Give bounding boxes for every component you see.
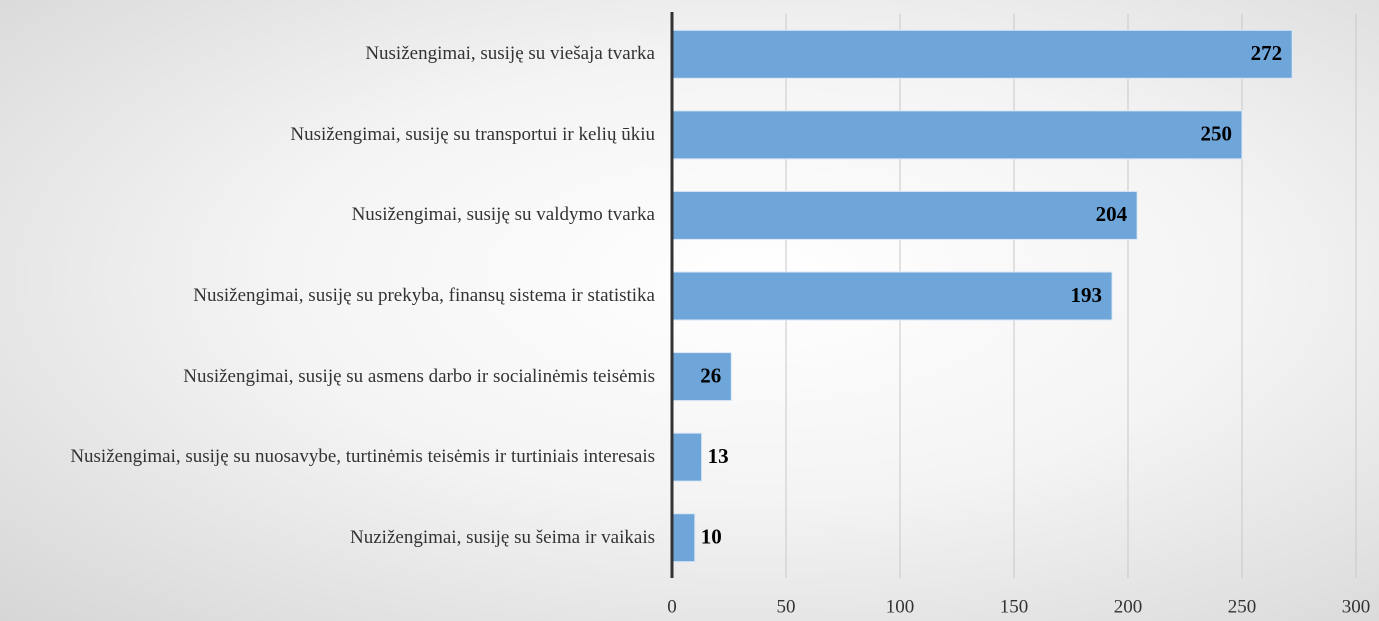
category-label: Nusižengimai, susiję su viešaja tvarka (0, 43, 655, 65)
x-tick-label: 0 (667, 596, 677, 617)
category-text: Nusižengimai, susiję su asmens darbo ir … (183, 365, 655, 387)
category-label: Nusižengimai, susiję su asmens darbo ir … (0, 366, 655, 388)
x-tick-label: 250 (1228, 596, 1257, 617)
category-text: Nusižengimai, susiję su prekyba, finansų… (193, 285, 655, 306)
data-label: 250 (1201, 122, 1233, 146)
category-text: Nuzižengimai, susiję su šeima ir vaikais (350, 526, 655, 548)
bar (671, 352, 732, 402)
category-label: Nusižengimai, susiję su valdymo tvarka (0, 204, 655, 226)
bar (671, 110, 1243, 160)
category-text: Nusižengimai, susiję su nuosavybe, turti… (70, 446, 655, 468)
category-text: Nusižengimai, susiję su transportui ir k… (290, 123, 655, 145)
bar (671, 513, 696, 563)
data-label: 193 (1071, 283, 1103, 307)
bar (671, 190, 1138, 240)
x-tick-label: 100 (886, 596, 915, 617)
category-label: Nusižengimai, susiję su nuosavybe, turti… (0, 446, 655, 468)
category-label: Nuzižengimai, susiję su šeima ir vaikais (0, 527, 655, 549)
category-text: Nusižengimai, susiję su viešaja tvarka (365, 43, 655, 65)
data-label: 13 (708, 444, 729, 468)
category-text: Nusižengimai, susiję su valdymo tvarka (351, 204, 655, 226)
x-tick-label: 50 (777, 596, 796, 617)
x-tick-label: 300 (1342, 596, 1371, 617)
data-label: 204 (1096, 202, 1128, 226)
data-label: 272 (1251, 41, 1283, 65)
category-label: Nusižengimai, susiję su transportui ir k… (0, 124, 655, 146)
x-tick-label: 200 (1114, 596, 1143, 617)
bar (671, 271, 1113, 321)
data-label: 26 (700, 363, 721, 387)
bar (671, 432, 703, 482)
bar (671, 29, 1293, 79)
category-label: Nusižengimai, susiję su prekyba, finansų… (0, 285, 655, 307)
data-label: 10 (701, 525, 722, 549)
x-tick-label: 150 (1000, 596, 1029, 617)
